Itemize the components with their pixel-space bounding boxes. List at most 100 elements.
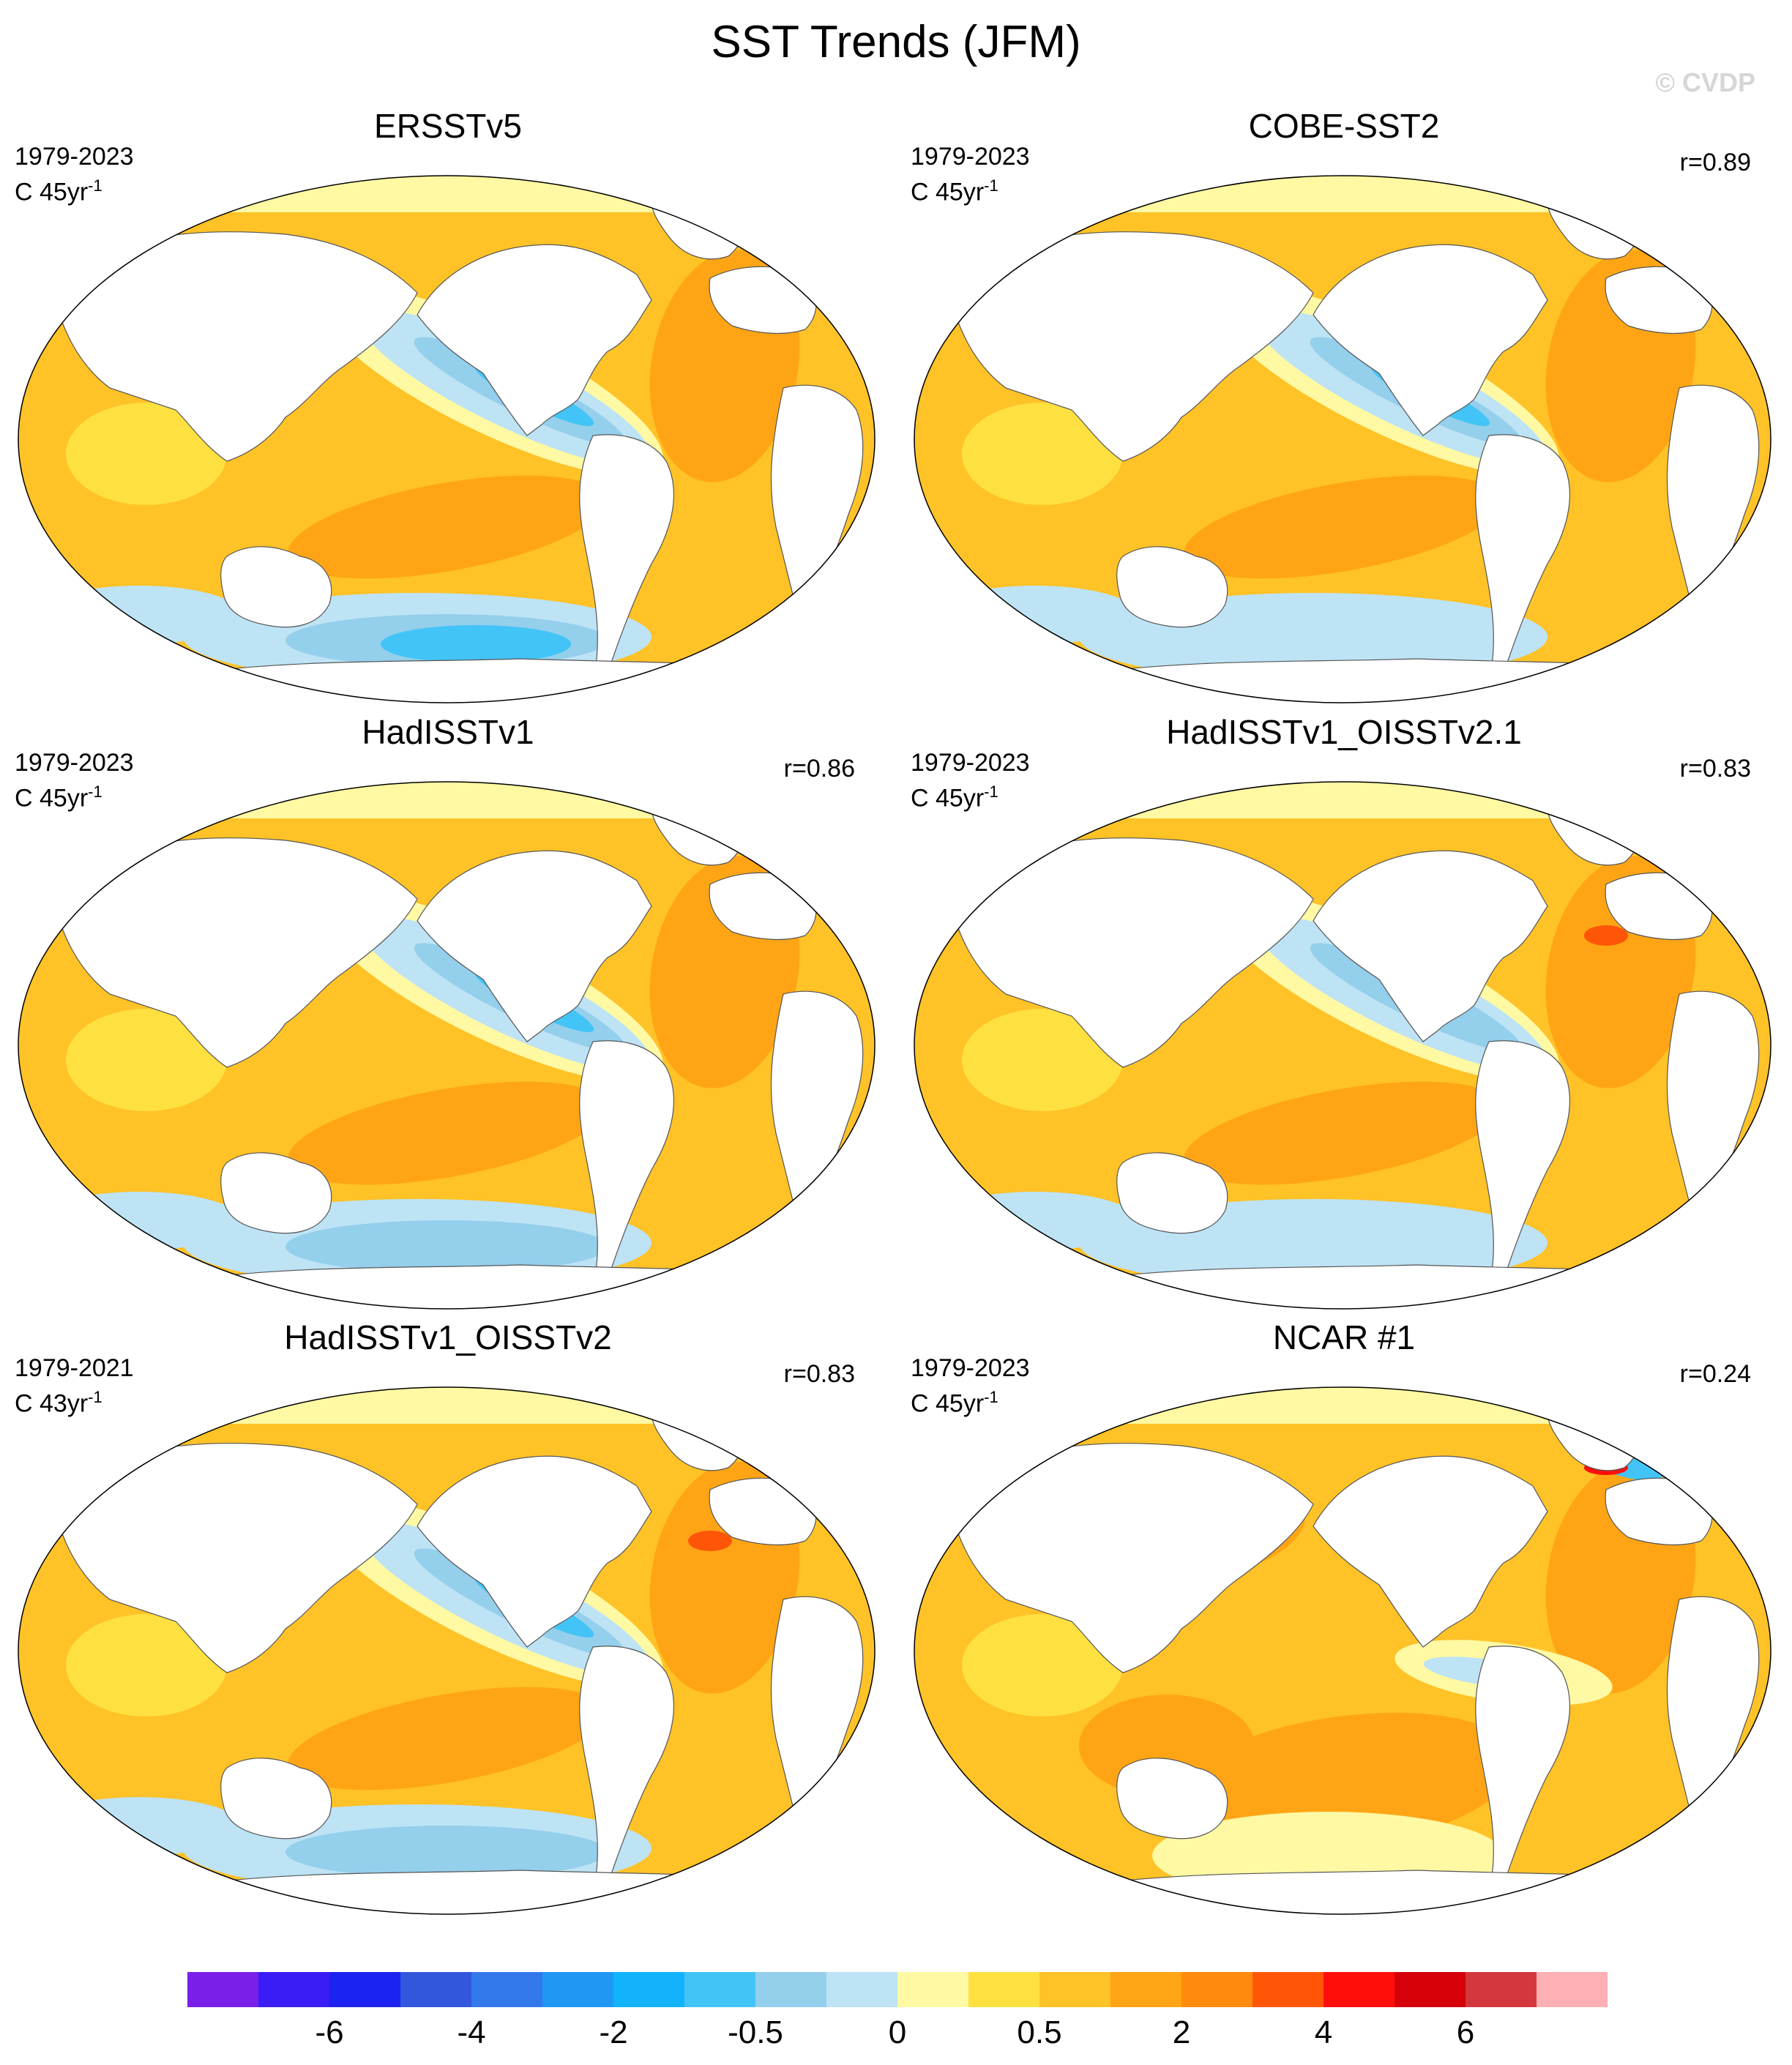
colorbar-tick-label: 6	[1456, 2014, 1475, 2050]
colorbar-swatch	[1110, 1972, 1181, 2007]
south-indian-cooling	[933, 1192, 1138, 1250]
colorbar-tick-label: -6	[315, 2014, 344, 2050]
units-label: C 45yr-1	[911, 783, 998, 813]
units-label: C 45yr-1	[15, 176, 102, 206]
arctic-region	[914, 176, 1771, 212]
south-pacific-warming	[288, 1687, 605, 1790]
panel-title: HadISSTv1_OISSTv2	[284, 1318, 612, 1356]
map-panel: COBE-SST2 1979-2023 C 45yr-1 r=0.89	[896, 107, 1792, 725]
period-label: 1979-2023	[15, 143, 134, 171]
colorbar-tick-label: -4	[457, 2014, 486, 2050]
arctic-region	[18, 782, 875, 818]
units-label: C 45yr-1	[15, 783, 102, 813]
south-pacific-warming	[288, 475, 605, 579]
map-panel: HadISSTv1_OISSTv2.1 1979-2023 C 45yr-1 r=0.…	[896, 713, 1792, 1331]
north-america-landmass	[417, 850, 652, 1042]
europe-landmass	[1605, 266, 1713, 335]
panel-period: 1979-2023 C 45yr-1	[15, 142, 134, 206]
indian-ocean-region	[66, 1614, 227, 1717]
period-label: 1979-2023	[15, 749, 134, 777]
map-panel: HadISSTv1 1979-2023 C 45yr-1 r=0.86	[0, 713, 896, 1331]
colorbar-swatch	[1252, 1972, 1324, 2007]
correlation-label: r=0.86	[783, 755, 855, 783]
colorbar-tick-label: 0.5	[1017, 2014, 1062, 2050]
map-border	[914, 1386, 1772, 1915]
colorbar-swatch	[684, 1972, 755, 2007]
colorbar-swatch	[400, 1972, 471, 2007]
colorbar-swatch	[471, 1972, 542, 2007]
antarctica-landmass	[190, 658, 813, 703]
antarctica-landmass	[190, 1264, 813, 1309]
colorbar-swatch	[258, 1972, 329, 2007]
panel-period: 1979-2023 C 45yr-1	[15, 748, 134, 813]
period-label: 1979-2023	[911, 1354, 1030, 1382]
colorbar-swatch	[1181, 1972, 1252, 2007]
australia-landmass	[220, 1152, 332, 1234]
map-border	[18, 781, 876, 1310]
australia-landmass	[1116, 546, 1228, 628]
south-pacific-warming	[1184, 1081, 1501, 1185]
south-indian-cooling	[37, 586, 242, 644]
colorbar-tick-label: -0.5	[728, 2014, 783, 2050]
arctic-region	[914, 782, 1771, 818]
europe-landmass	[1605, 872, 1713, 941]
north-america-landmass	[1313, 1455, 1548, 1648]
north-america-landmass	[1313, 850, 1548, 1042]
indian-ocean-region	[962, 403, 1123, 505]
colorbar-swatch	[1039, 1972, 1110, 2007]
gulf-stream-warming	[1584, 925, 1628, 946]
asia-landmass	[51, 231, 418, 462]
colorbar-swatch	[755, 1972, 826, 2007]
map-field	[914, 176, 1771, 703]
colorbar-swatch	[1466, 1972, 1537, 2007]
indian-ocean-region	[962, 1009, 1123, 1111]
europe-landmass	[709, 1477, 817, 1546]
units-label: C 43yr-1	[15, 1388, 102, 1418]
asia-landmass	[947, 1443, 1314, 1673]
south-indian-cooling	[933, 586, 1138, 644]
europe-landmass	[1605, 1477, 1713, 1546]
map-field	[914, 782, 1771, 1309]
map-border	[914, 781, 1772, 1310]
colorbar-tick-label: 2	[1172, 2014, 1191, 2050]
colorbar-swatch	[968, 1972, 1039, 2007]
map-border	[914, 175, 1772, 703]
southern-ocean-cooling-core	[285, 1220, 608, 1273]
map-panel: ERSSTv5 1979-2023 C 45yr-1	[0, 107, 896, 725]
colorbar-swatch	[897, 1972, 968, 2007]
australia-landmass	[220, 546, 332, 628]
world-map	[18, 1386, 876, 1915]
southern-ocean-cooling-center	[381, 625, 571, 663]
map-border	[18, 1386, 876, 1915]
australia-landmass	[1116, 1152, 1228, 1234]
map-field	[18, 176, 875, 703]
world-map	[18, 781, 876, 1310]
panel-title: NCAR #1	[1272, 1318, 1416, 1356]
period-label: 1979-2023	[911, 749, 1030, 777]
australia-landmass	[220, 1758, 332, 1840]
south-indian-cooling	[37, 1797, 242, 1856]
colorbar-tick-label: 4	[1314, 2014, 1333, 2050]
colorbar	[187, 1972, 1608, 2007]
panel-title: ERSSTv5	[374, 107, 522, 145]
south-pacific-warming	[1184, 475, 1501, 579]
asia-landmass	[51, 1443, 418, 1673]
map-border	[18, 175, 876, 703]
colorbar-swatch	[613, 1972, 684, 2007]
period-label: 1979-2023	[911, 143, 1030, 171]
world-map	[914, 781, 1772, 1310]
colorbar-swatch	[187, 1972, 258, 2007]
indian-ocean-region	[66, 403, 227, 505]
asia-landmass	[51, 837, 418, 1068]
units-label: C 45yr-1	[911, 176, 998, 206]
correlation-label: r=0.24	[1679, 1360, 1751, 1388]
colorbar-swatch	[1324, 1972, 1395, 2007]
north-america-landmass	[417, 1455, 652, 1648]
southern-ocean-cooling-core	[285, 1826, 608, 1878]
panel-title: HadISSTv1	[362, 713, 534, 751]
asia-landmass	[947, 837, 1314, 1068]
arctic-region	[18, 1387, 875, 1424]
europe-landmass	[709, 872, 817, 941]
correlation-label: r=0.83	[783, 1360, 855, 1388]
arctic-region	[18, 176, 875, 212]
